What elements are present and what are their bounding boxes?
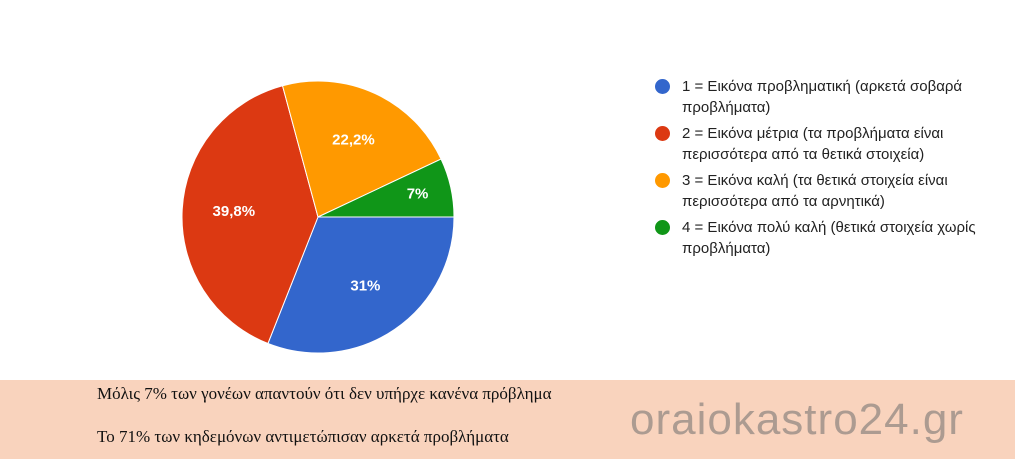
legend-item: 2 = Εικόνα μέτρια (τα προβλήματα είναι π…	[655, 123, 995, 165]
pie-slice	[317, 158, 455, 218]
legend-label: 1 = Εικόνα προβληματική (αρκετά σοβαρά π…	[682, 78, 963, 116]
pie-slice	[267, 216, 455, 354]
legend-swatch	[655, 126, 670, 141]
pie-slice	[281, 80, 442, 218]
legend-item: 3 = Εικόνα καλή (τα θετικά στοιχεία είνα…	[655, 170, 995, 212]
caption-band: Μόλις 7% των γονέων απαντούν ότι δεν υπή…	[0, 380, 1015, 459]
legend-label: 3 = Εικόνα καλή (τα θετικά στοιχεία είνα…	[682, 172, 948, 210]
caption: Το 71% των κηδεμόνων αντιμετώπισαν αρκετ…	[97, 427, 509, 446]
legend-item: 4 = Εικόνα πολύ καλή (θετικά στοιχεία χω…	[655, 217, 995, 259]
legend-swatch	[655, 173, 670, 188]
watermark: oraiokastro24.gr	[630, 395, 964, 444]
pie-slice	[181, 85, 319, 345]
chart: 31% 39,8% 22,2% 7%	[181, 80, 455, 354]
slice-label: 22,2%	[332, 131, 375, 148]
legend-item: 1 = Εικόνα προβληματική (αρκετά σοβαρά π…	[655, 76, 995, 118]
legend: 1 = Εικόνα προβληματική (αρκετά σοβαρά π…	[655, 76, 995, 264]
legend-label: 2 = Εικόνα μέτρια (τα προβλήματα είναι π…	[682, 125, 944, 163]
caption: Μόλις 7% των γονέων απαντούν ότι δεν υπή…	[97, 384, 552, 403]
slice-label: 39,8%	[213, 203, 256, 220]
legend-label: 4 = Εικόνα πολύ καλή (θετικά στοιχεία χω…	[682, 219, 976, 257]
slice-label: 31%	[350, 278, 380, 295]
legend-swatch	[655, 220, 670, 235]
legend-swatch	[655, 79, 670, 94]
slice-label: 7%	[407, 186, 429, 203]
